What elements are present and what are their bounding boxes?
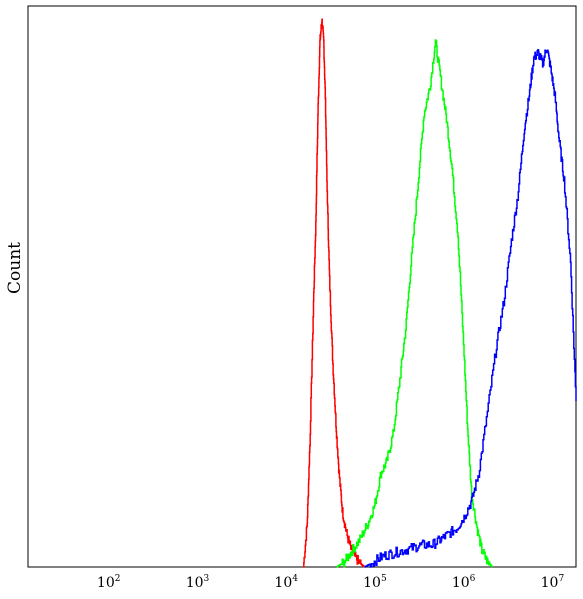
plot-frame: [27, 5, 577, 568]
x-tick-label-6: 107: [541, 574, 565, 591]
x-tick-label-2: 103: [186, 574, 210, 591]
y-axis-label: Count: [5, 242, 25, 294]
histogram-series-2: [336, 39, 493, 568]
x-tick-labels: 102 103 104 105 106 107: [97, 574, 565, 591]
x-tick-label-3: 104: [274, 574, 298, 591]
series-layer: [303, 18, 577, 568]
x-tick-label-1: 102: [97, 574, 121, 591]
x-tick-label-5: 106: [452, 574, 476, 591]
histogram-series-1: [303, 18, 366, 568]
x-tick-label-4: 105: [363, 574, 387, 591]
histogram-series-3: [364, 49, 577, 568]
